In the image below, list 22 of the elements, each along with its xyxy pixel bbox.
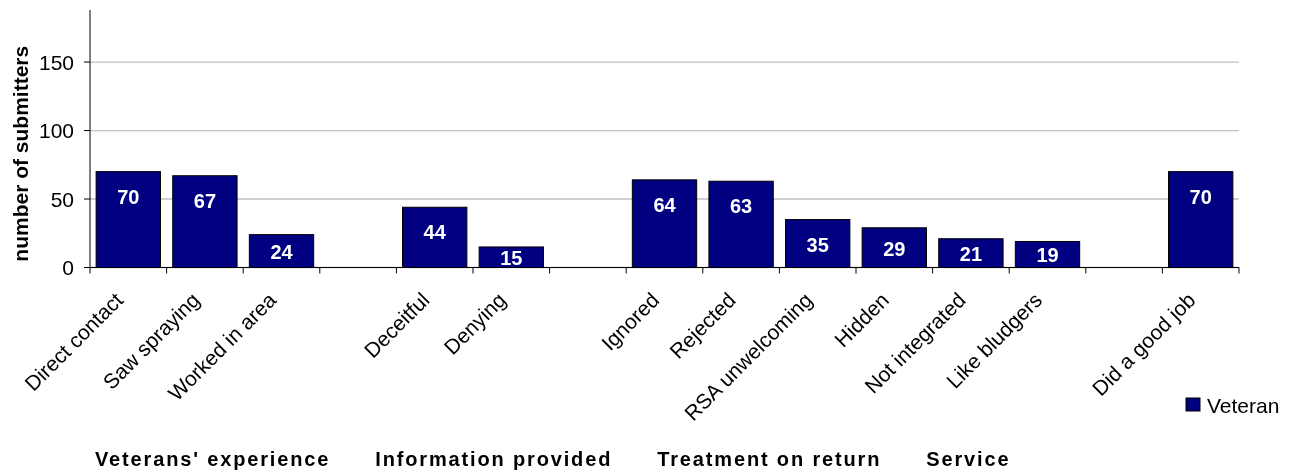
data-label: 29	[883, 237, 906, 260]
text: Information provided	[375, 448, 613, 470]
data-label: 44	[423, 221, 447, 244]
data-label: 35	[806, 233, 829, 256]
data-label: 19	[1036, 244, 1059, 267]
data-label: 67	[193, 189, 217, 212]
y-tick-label: 50	[50, 187, 74, 211]
data-label: 15	[500, 247, 523, 270]
y-tick-label: 150	[38, 50, 74, 74]
y-tick-label: 100	[38, 119, 74, 143]
data-label: 24	[270, 241, 294, 264]
text: Treatment on return	[657, 448, 882, 470]
y-axis-title: number of submitters	[8, 45, 32, 262]
data-label: 64	[653, 193, 677, 216]
data-label: 70	[1189, 185, 1212, 208]
data-label: 70	[117, 185, 140, 208]
text: Veterans' experience	[95, 448, 331, 470]
data-label: 21	[959, 243, 983, 266]
legend-label: Veteran	[1207, 393, 1280, 416]
data-label: 63	[729, 195, 753, 218]
y-tick-label: 0	[62, 256, 74, 279]
text: Service	[926, 448, 1011, 470]
